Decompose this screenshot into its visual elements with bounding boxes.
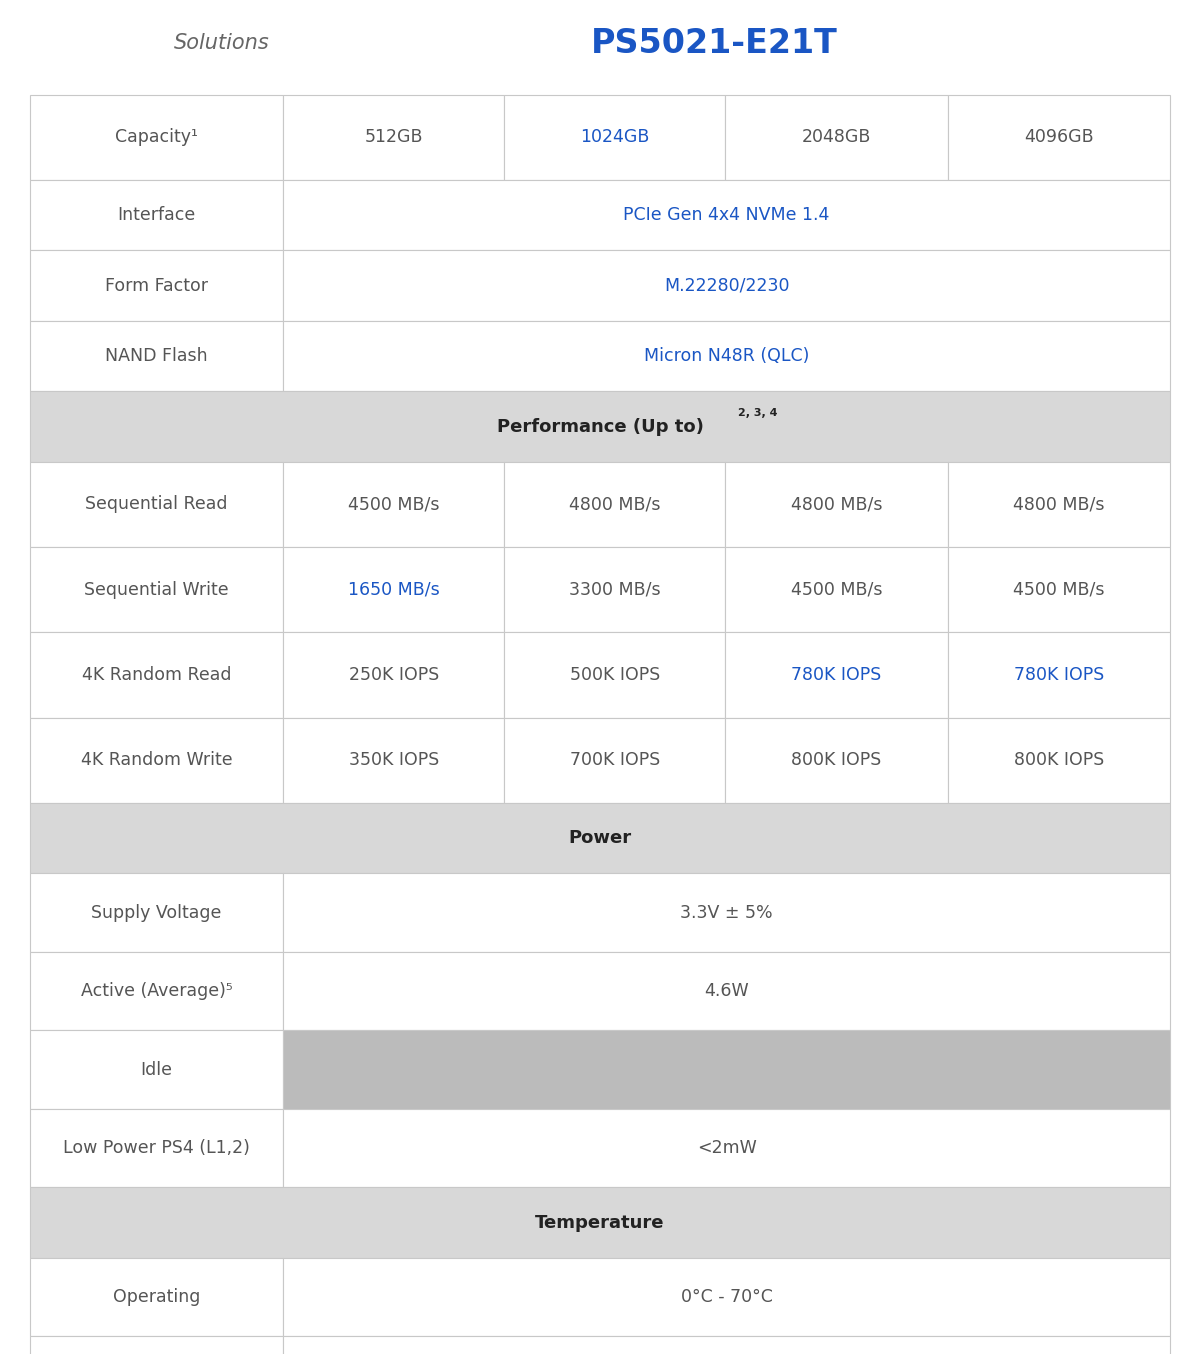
Bar — [504, 462, 726, 547]
Text: Supply Voltage: Supply Voltage — [91, 903, 222, 922]
Bar — [283, 321, 1170, 391]
Text: 1024GB: 1024GB — [580, 129, 649, 146]
Text: Form Factor: Form Factor — [106, 276, 208, 295]
Bar — [30, 1030, 283, 1109]
Bar — [30, 391, 1170, 462]
Bar — [283, 873, 1170, 952]
Bar — [726, 95, 948, 180]
Text: Temperature: Temperature — [535, 1213, 665, 1232]
Text: Low Power PS4 (L1,2): Low Power PS4 (L1,2) — [64, 1139, 250, 1158]
Bar — [726, 718, 948, 803]
Text: 700K IOPS: 700K IOPS — [570, 751, 660, 769]
Text: PCIe Gen 4x4 NVMe 1.4: PCIe Gen 4x4 NVMe 1.4 — [623, 206, 829, 225]
Text: Capacity¹: Capacity¹ — [115, 129, 198, 146]
Bar — [30, 1258, 283, 1336]
Bar — [30, 95, 283, 180]
Bar — [283, 1336, 1170, 1354]
Text: PS5021-E21T: PS5021-E21T — [590, 27, 838, 60]
Text: 4500 MB/s: 4500 MB/s — [791, 581, 882, 598]
Bar — [504, 718, 726, 803]
Text: Operating: Operating — [113, 1288, 200, 1307]
Bar — [283, 1258, 1170, 1336]
Text: 4800 MB/s: 4800 MB/s — [791, 496, 882, 513]
Bar — [30, 1109, 283, 1187]
Bar — [283, 718, 504, 803]
Bar — [726, 547, 948, 632]
Text: 500K IOPS: 500K IOPS — [570, 666, 660, 684]
Bar — [283, 462, 504, 547]
Text: Active (Average)⁵: Active (Average)⁵ — [80, 982, 233, 1001]
Text: 4800 MB/s: 4800 MB/s — [569, 496, 660, 513]
Bar — [504, 547, 726, 632]
Text: 800K IOPS: 800K IOPS — [792, 751, 882, 769]
Bar — [30, 803, 1170, 873]
Text: 4K Random Read: 4K Random Read — [82, 666, 232, 684]
Text: 2048GB: 2048GB — [802, 129, 871, 146]
Bar — [30, 1336, 283, 1354]
Bar — [283, 547, 504, 632]
Bar — [283, 180, 1170, 250]
Bar — [283, 1109, 1170, 1187]
Bar — [283, 952, 1170, 1030]
Text: 800K IOPS: 800K IOPS — [1014, 751, 1104, 769]
Bar — [30, 547, 283, 632]
Bar — [726, 632, 948, 718]
Text: Sequential Write: Sequential Write — [84, 581, 229, 598]
Bar — [30, 873, 283, 952]
Bar — [30, 462, 283, 547]
Text: 4800 MB/s: 4800 MB/s — [1013, 496, 1105, 513]
Bar — [948, 632, 1170, 718]
Bar — [948, 547, 1170, 632]
Text: 250K IOPS: 250K IOPS — [348, 666, 439, 684]
Text: M.22280/2230: M.22280/2230 — [664, 276, 790, 295]
Text: NAND Flash: NAND Flash — [106, 347, 208, 366]
Bar — [30, 321, 283, 391]
Text: Performance (Up to): Performance (Up to) — [497, 417, 703, 436]
Text: 1650 MB/s: 1650 MB/s — [348, 581, 439, 598]
Text: 350K IOPS: 350K IOPS — [348, 751, 439, 769]
Text: 0°C - 70°C: 0°C - 70°C — [680, 1288, 773, 1307]
Bar — [30, 1187, 1170, 1258]
Bar — [948, 718, 1170, 803]
Bar — [30, 250, 283, 321]
Text: 4500 MB/s: 4500 MB/s — [348, 496, 439, 513]
Text: Idle: Idle — [140, 1060, 173, 1079]
Bar — [948, 462, 1170, 547]
Text: 4500 MB/s: 4500 MB/s — [1013, 581, 1105, 598]
Text: Interface: Interface — [118, 206, 196, 225]
Text: 3300 MB/s: 3300 MB/s — [569, 581, 661, 598]
Bar — [30, 632, 283, 718]
Text: Solutions: Solutions — [174, 34, 270, 53]
Bar — [283, 632, 504, 718]
Bar — [504, 632, 726, 718]
Bar — [283, 1030, 1170, 1109]
Bar — [504, 95, 726, 180]
Bar — [30, 718, 283, 803]
Bar — [30, 952, 283, 1030]
Bar — [30, 180, 283, 250]
Bar — [948, 95, 1170, 180]
Text: Power: Power — [569, 829, 631, 848]
Text: Micron N48R (QLC): Micron N48R (QLC) — [644, 347, 809, 366]
Text: 4096GB: 4096GB — [1024, 129, 1093, 146]
Text: 4K Random Write: 4K Random Write — [80, 751, 233, 769]
Text: 780K IOPS: 780K IOPS — [1014, 666, 1104, 684]
Text: 512GB: 512GB — [365, 129, 422, 146]
Text: <2mW: <2mW — [697, 1139, 756, 1158]
Text: 4.6W: 4.6W — [704, 982, 749, 1001]
Bar — [726, 462, 948, 547]
Text: Sequential Read: Sequential Read — [85, 496, 228, 513]
Text: 2, 3, 4: 2, 3, 4 — [738, 408, 778, 418]
Bar — [283, 250, 1170, 321]
Text: 3.3V ± 5%: 3.3V ± 5% — [680, 903, 773, 922]
Bar — [283, 95, 504, 180]
Text: 780K IOPS: 780K IOPS — [792, 666, 882, 684]
